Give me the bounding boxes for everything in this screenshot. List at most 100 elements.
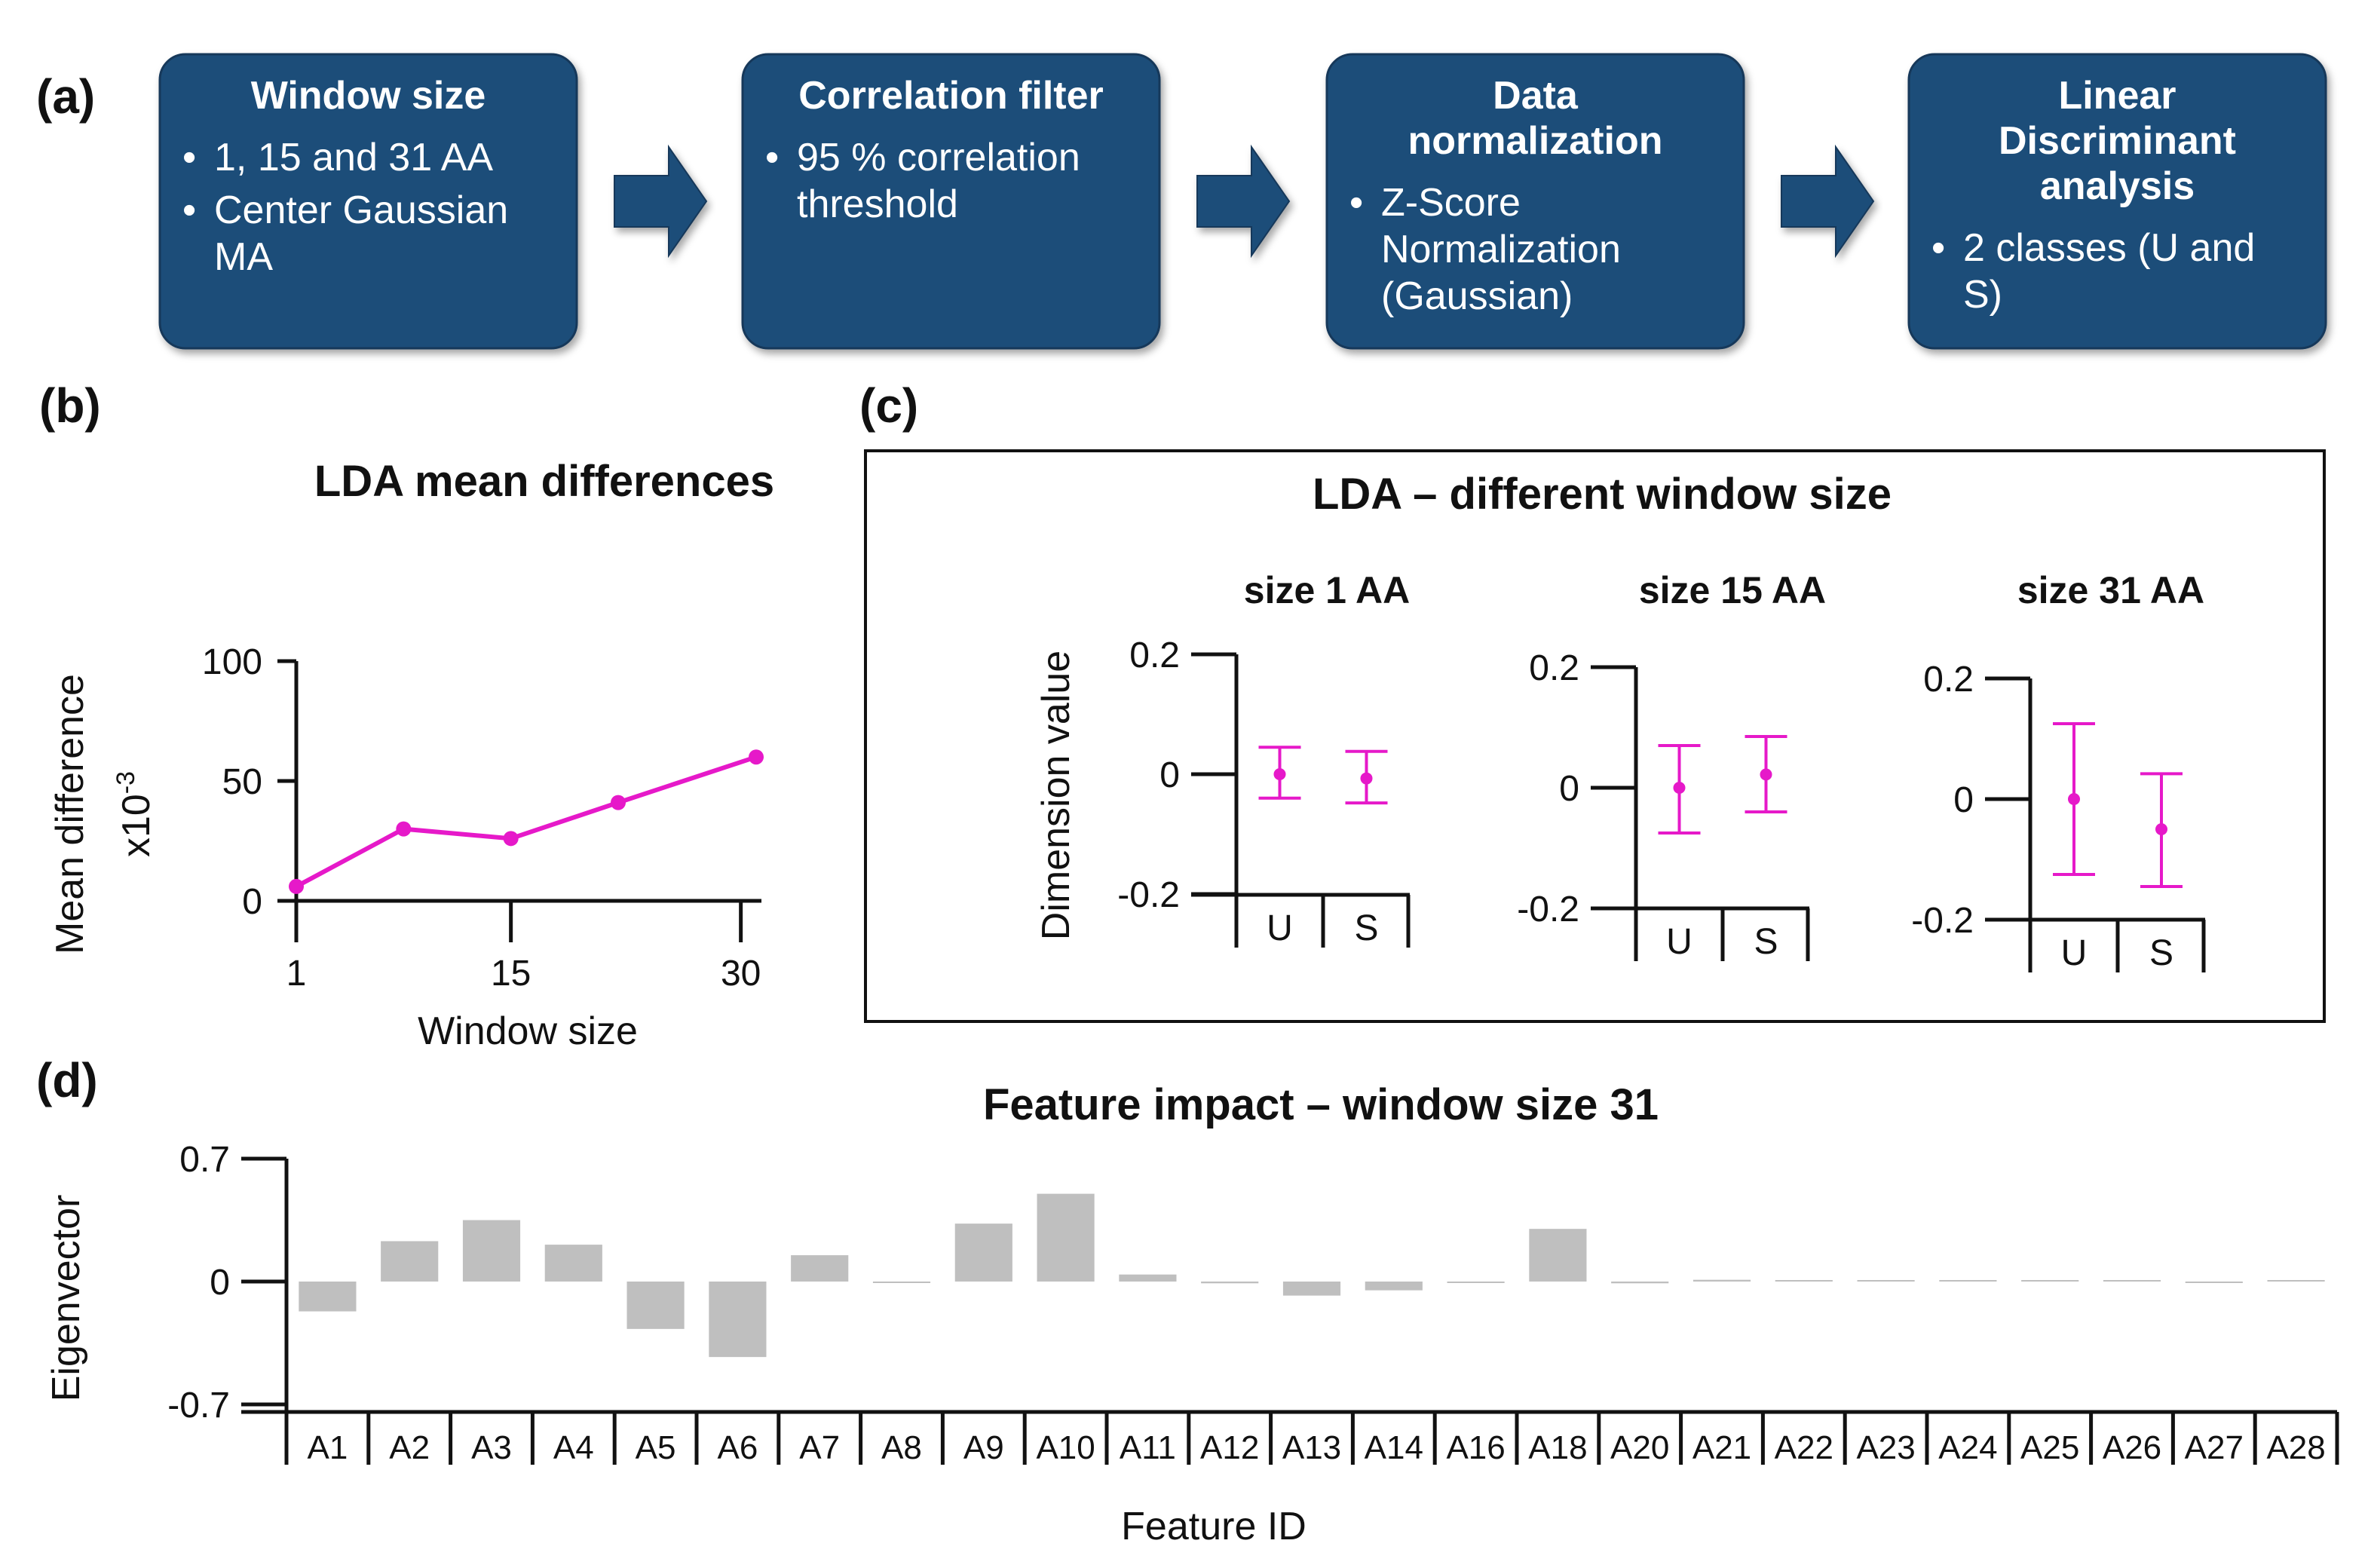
chart-c-subplot-1-title: size 1 AA	[1244, 569, 1410, 611]
pipeline-diagram: Window size • 1, 15 and 31 AA • Center Gauss…	[158, 53, 2327, 350]
chart-c-subplot-1-x-label-S: S	[1354, 908, 1378, 948]
chart-d-x-label-A20: A20	[1610, 1429, 1669, 1466]
chart-d-x-label-A24: A24	[1938, 1429, 1997, 1466]
pipeline-box-1	[158, 53, 578, 350]
chart-d-x-label-A22: A22	[1775, 1429, 1833, 1466]
chart-c-subplot-2-mean-U	[1673, 782, 1686, 794]
chart-d-bar-A9	[954, 1223, 1012, 1282]
chart-b-mean-differences: LDA mean differences Window size Mean di…	[48, 457, 774, 1053]
pipeline-box-3-title-line-2: normalization	[1408, 119, 1662, 163]
pipeline-box-4-bullet-mark-1: •	[1931, 226, 1945, 270]
chart-d-y-tick-label-3: -0.7	[167, 1386, 230, 1426]
pipeline-arrow-1	[614, 144, 708, 259]
chart-d-x-label-A10: A10	[1036, 1429, 1095, 1466]
chart-d-x-label-A2: A2	[389, 1429, 430, 1466]
chart-c-subplot-3-mean-U	[2068, 793, 2080, 805]
chart-d-bar-A11	[1119, 1274, 1177, 1282]
pipeline-box-4-bullet-1-line-2: S)	[1963, 273, 2002, 317]
chart-b-ylabel: Mean difference	[48, 674, 92, 954]
chart-d-feature-impact: Feature impact – window size 31 Feature …	[44, 1080, 2339, 1548]
chart-d-bar-A18	[1529, 1229, 1587, 1282]
chart-d-bar-A27	[2185, 1282, 2243, 1283]
pipeline-arrow-3	[1781, 144, 1875, 259]
chart-d-bar-A24	[1939, 1280, 1997, 1282]
chart-d-bar-A4	[544, 1245, 602, 1282]
chart-b-x-tick-label-1: 1	[286, 954, 307, 994]
chart-c-subplot-2-y-tick-label-3: -0.2	[1517, 890, 1579, 929]
pipeline-arrow-2	[1196, 144, 1291, 259]
chart-d-bar-A21	[1692, 1279, 1751, 1282]
pipeline-box-2	[741, 53, 1161, 350]
chart-c-subplot-3-title: size 31 AA	[2017, 569, 2204, 611]
chart-d-x-label-A6: A6	[717, 1429, 758, 1466]
chart-d-x-label-A13: A13	[1282, 1429, 1341, 1466]
pipeline-box-1-title-line-1: Window size	[251, 74, 486, 118]
chart-b-xlabel: Window size	[418, 1009, 638, 1053]
chart-d-x-label-A21: A21	[1692, 1429, 1751, 1466]
chart-d-x-label-A8: A8	[881, 1429, 922, 1466]
chart-c-subplot-2-x-label-S: S	[1754, 922, 1778, 962]
chart-d-y-tick-label-1: 0.7	[179, 1140, 230, 1180]
chart-c-subplot-1-mean-S	[1360, 772, 1373, 785]
chart-c-subplot-2-x-label-U: U	[1666, 922, 1692, 962]
pipeline-box-1-bullet-2-line-2: MA	[214, 235, 273, 279]
chart-d-x-label-A16: A16	[1446, 1429, 1505, 1466]
chart-d-xlabel: Feature ID	[1121, 1505, 1307, 1548]
chart-d-x-label-A11: A11	[1120, 1429, 1176, 1466]
chart-d-x-label-A18: A18	[1528, 1429, 1587, 1466]
chart-d-bar-A13	[1282, 1282, 1341, 1296]
chart-d-x-label-A14: A14	[1365, 1429, 1423, 1466]
pipeline-box-3-bullet-1-line-3: (Gaussian)	[1381, 274, 1573, 318]
pipeline-box-4-title-line-3: analysis	[2040, 164, 2195, 208]
pipeline-box-3-bullet-1-line-2: Normalization	[1381, 228, 1621, 271]
pipeline-box-3-title-line-1: Data	[1493, 74, 1579, 118]
pipeline-box-3-bullet-1-line-1: Z-Score	[1381, 181, 1521, 225]
chart-b-y-tick-label-50: 50	[222, 762, 262, 802]
chart-d-bar-A10	[1037, 1193, 1095, 1282]
chart-d-x-label-A7: A7	[799, 1429, 840, 1466]
chart-d-bar-A1	[299, 1282, 357, 1312]
chart-d-bar-A6	[709, 1282, 767, 1358]
chart-c-subplot-2-title: size 15 AA	[1639, 569, 1826, 611]
chart-d-bar-A3	[462, 1220, 521, 1282]
chart-c-subplot-3-mean-S	[2155, 823, 2167, 835]
chart-d-x-label-A3: A3	[471, 1429, 512, 1466]
chart-b-y-tick-label-100: 100	[202, 642, 262, 682]
chart-c-subplot-1-y-tick-label-2: 0	[1159, 755, 1180, 795]
panel-label-d: (d)	[36, 1053, 98, 1107]
chart-b-x-tick-label-30: 30	[721, 954, 761, 994]
chart-c-subplot-2-y-tick-label-1: 0.2	[1529, 648, 1579, 688]
pipeline-box-2-bullet-1-line-1: 95 % correlation	[797, 136, 1080, 179]
chart-b-y-tick-label-0: 0	[242, 882, 262, 922]
panel-label-b: (b)	[39, 378, 101, 433]
chart-b-y-multiplier-exp: -3	[112, 771, 140, 794]
pipeline-box-3	[1325, 53, 1745, 350]
chart-c-subplot-3-x-label-U: U	[2061, 933, 2088, 973]
chart-d-x-label-A27: A27	[2185, 1429, 2244, 1466]
chart-d-bar-A20	[1611, 1282, 1669, 1284]
chart-d-x-label-A28: A28	[2266, 1429, 2325, 1466]
chart-d-x-label-A25: A25	[2020, 1429, 2079, 1466]
chart-b-point-4	[611, 795, 626, 810]
chart-b-x-tick-label-15: 15	[491, 954, 531, 994]
panel-label-c: (c)	[859, 378, 918, 433]
pipeline-box-3-bullet-mark-1: •	[1349, 181, 1363, 225]
pipeline-box-1-bullet-1-line-1: 1, 15 and 31 AA	[214, 136, 493, 179]
chart-c-subplot-3-y-tick-label-1: 0.2	[1923, 660, 1974, 700]
chart-b-point-2	[396, 821, 412, 837]
chart-d-x-label-A9: A9	[963, 1429, 1004, 1466]
pipeline-box-1-bullet-mark-1: •	[182, 136, 196, 179]
chart-c-frame	[864, 449, 2326, 1023]
chart-d-title: Feature impact – window size 31	[983, 1080, 1659, 1129]
chart-d-bar-A23	[1857, 1280, 1915, 1282]
chart-d-bar-A7	[791, 1255, 849, 1282]
chart-b-point-5	[749, 749, 764, 765]
panel-label-a: (a)	[36, 69, 95, 124]
chart-d-ylabel: Eigenvector	[44, 1195, 88, 1402]
chart-d-bar-A2	[381, 1241, 439, 1282]
pipeline-box-1-bullet-2-line-1: Center Gaussian	[214, 188, 508, 232]
chart-d-bar-A28	[2267, 1280, 2325, 1282]
pipeline-box-2-bullet-mark-1: •	[765, 136, 779, 179]
chart-d-bar-A16	[1447, 1282, 1505, 1283]
